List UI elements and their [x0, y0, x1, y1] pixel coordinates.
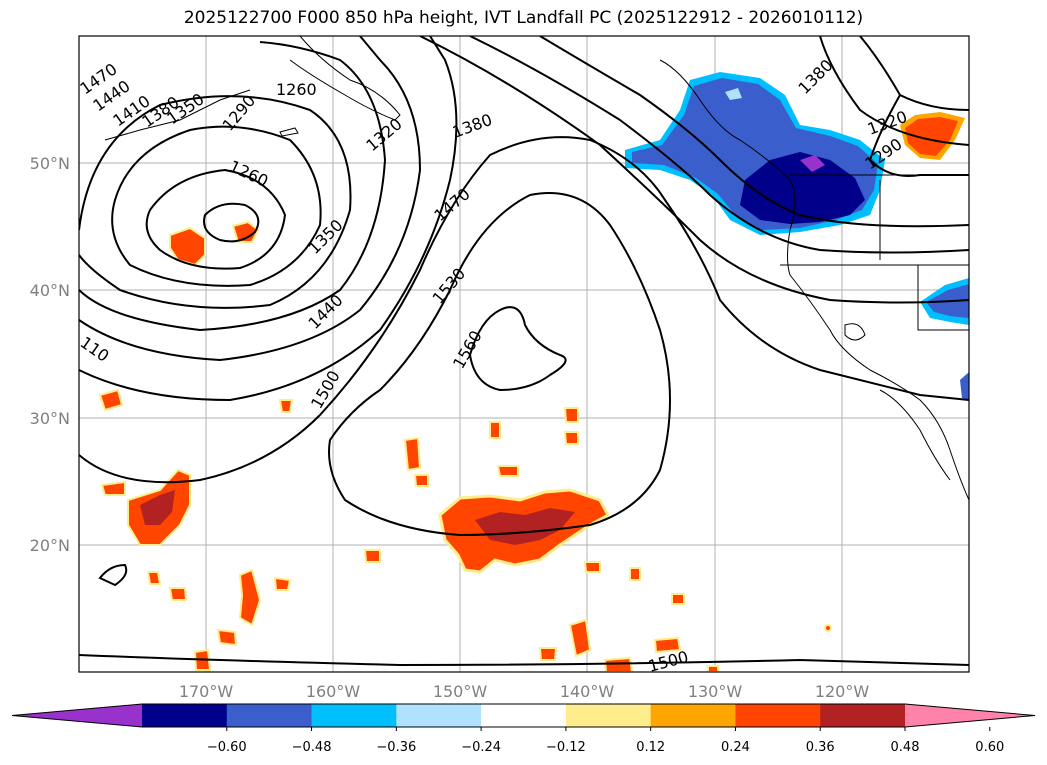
colorbar-tick-label: 0.24 — [721, 740, 750, 755]
lon-label: 120°W — [815, 682, 870, 701]
lon-label: 170°W — [179, 682, 234, 701]
lat-label: 40°N — [30, 281, 70, 300]
colorbar-tick-label: −0.24 — [461, 740, 501, 755]
colorbar-tick-label: 0.60 — [975, 740, 1004, 755]
colorbar-segment — [396, 704, 482, 727]
colorbar-tick-label: 0.48 — [891, 740, 920, 755]
contour-label: 1260 — [276, 80, 317, 99]
colorbar-tick-label: −0.36 — [376, 740, 416, 755]
positive-ivt-regions — [98, 112, 965, 672]
lon-label: 130°W — [688, 682, 743, 701]
colorbar: −0.60 −0.48 −0.36 −0.24 −0.12 0.12 0.24 0.36 0.4… — [11, 703, 1036, 755]
colorbar-segment — [565, 704, 652, 727]
lon-label: 160°W — [306, 682, 361, 701]
map-title: 2025122700 F000 850 hPa height, IVT Land… — [183, 8, 864, 28]
lon-label: 150°W — [433, 682, 488, 701]
plot-area — [79, 36, 969, 672]
latitude-labels: 50°N 40°N 30°N 20°N — [30, 154, 70, 555]
lat-label: 20°N — [30, 536, 70, 555]
colorbar-tick-label: 0.36 — [806, 740, 835, 755]
colorbar-outline — [11, 703, 1036, 728]
colorbar-segment — [142, 704, 228, 727]
colorbar-tick-label: −0.12 — [546, 740, 586, 755]
colorbar-segment — [735, 704, 821, 727]
colorbar-segment — [650, 704, 736, 727]
colorbar-tick-label: 0.12 — [636, 740, 665, 755]
colorbar-extend-high — [905, 704, 1035, 727]
colorbar-extend-low — [12, 704, 142, 727]
lon-label: 140°W — [560, 682, 615, 701]
height-contours — [79, 36, 969, 667]
colorbar-segment — [481, 704, 567, 727]
colorbar-segment — [226, 704, 313, 727]
lat-label: 30°N — [30, 409, 70, 428]
colorbar-tick-label: −0.60 — [207, 740, 247, 755]
plot-frame — [78, 35, 970, 673]
colorbar-segment — [311, 704, 397, 727]
lat-label: 50°N — [30, 154, 70, 173]
colorbar-segment — [820, 704, 906, 727]
longitude-labels: 170°W 160°W 150°W 140°W 130°W 120°W — [179, 682, 870, 701]
coastlines — [104, 36, 969, 501]
colorbar-tick-label: −0.48 — [292, 740, 332, 755]
negative-ivt-region-northwest — [625, 72, 885, 235]
